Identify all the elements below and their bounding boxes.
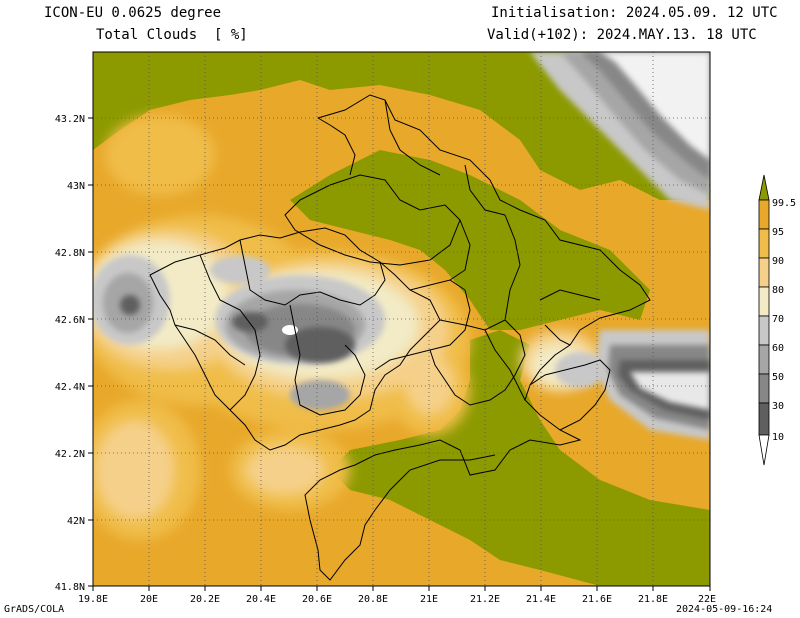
colorbar-cell <box>758 315 770 346</box>
lon-tick-label: 20.8E <box>358 594 388 605</box>
lon-tick-label: 21E <box>420 594 438 605</box>
grid-lines <box>93 52 710 586</box>
lat-tick-label: 42.8N <box>55 248 85 259</box>
field-title: Total Clouds [ %] <box>96 27 248 43</box>
colorbar-cell <box>758 228 770 259</box>
border-lines <box>149 94 651 581</box>
colorbar-labels: 99.5 95 90 80 70 60 50 30 10 <box>772 198 796 443</box>
init-time: Initialisation: 2024.05.09. 12 UTC <box>491 5 778 21</box>
colorbar-label: 99.5 <box>772 198 796 209</box>
colorbar-cell <box>758 257 770 288</box>
lon-tick-label: 21.4E <box>526 594 556 605</box>
colorbar-cell <box>758 402 770 436</box>
colorbar-label: 10 <box>772 432 784 443</box>
colorbar-cap-top <box>758 174 770 201</box>
lon-tick-label: 22E <box>698 594 716 605</box>
colorbar-label: 90 <box>772 256 784 267</box>
lat-tick-label: 42.4N <box>55 382 85 393</box>
lon-tick-label: 19.8E <box>78 594 108 605</box>
colorbar-cell <box>758 199 770 230</box>
lon-tick-label: 20.4E <box>246 594 276 605</box>
lat-labels: 43.2N 43N 42.8N 42.6N 42.4N 42.2N 42N 41… <box>55 114 85 593</box>
colorbar <box>758 174 770 466</box>
cloud-field <box>93 52 710 586</box>
colorbar-cap-bottom <box>758 434 770 466</box>
valid-time: Valid(+102): 2024.MAY.13. 18 UTC <box>487 27 757 43</box>
colorbar-label: 60 <box>772 343 784 354</box>
colorbar-label: 95 <box>772 227 784 238</box>
lat-tick-label: 43N <box>67 181 85 192</box>
lat-tick-label: 42N <box>67 516 85 527</box>
axis-ticks <box>88 117 711 591</box>
timestamp-label: 2024-05-09-16:24 <box>676 604 773 615</box>
lat-tick-label: 42.2N <box>55 449 85 460</box>
lon-tick-label: 20.2E <box>190 594 220 605</box>
credit-label: GrADS/COLA <box>4 604 65 615</box>
lon-tick-label: 21.2E <box>470 594 500 605</box>
colorbar-label: 30 <box>772 401 784 412</box>
colorbar-cell <box>758 373 770 404</box>
model-title: ICON-EU 0.0625 degree <box>44 5 222 21</box>
lat-tick-label: 42.6N <box>55 315 85 326</box>
lon-tick-label: 21.8E <box>638 594 668 605</box>
colorbar-cell <box>758 286 770 317</box>
lon-tick-label: 20E <box>140 594 158 605</box>
lon-tick-label: 21.6E <box>582 594 612 605</box>
lon-tick-label: 20.6E <box>302 594 332 605</box>
colorbar-cell <box>758 344 770 375</box>
colorbar-label: 50 <box>772 372 784 383</box>
colorbar-label: 70 <box>772 314 784 325</box>
lon-labels: 19.8E 20E 20.2E 20.4E 20.6E 20.8E 21E 21… <box>78 594 716 605</box>
lat-tick-label: 43.2N <box>55 114 85 125</box>
lat-tick-label: 41.8N <box>55 582 85 593</box>
colorbar-label: 80 <box>772 285 784 296</box>
